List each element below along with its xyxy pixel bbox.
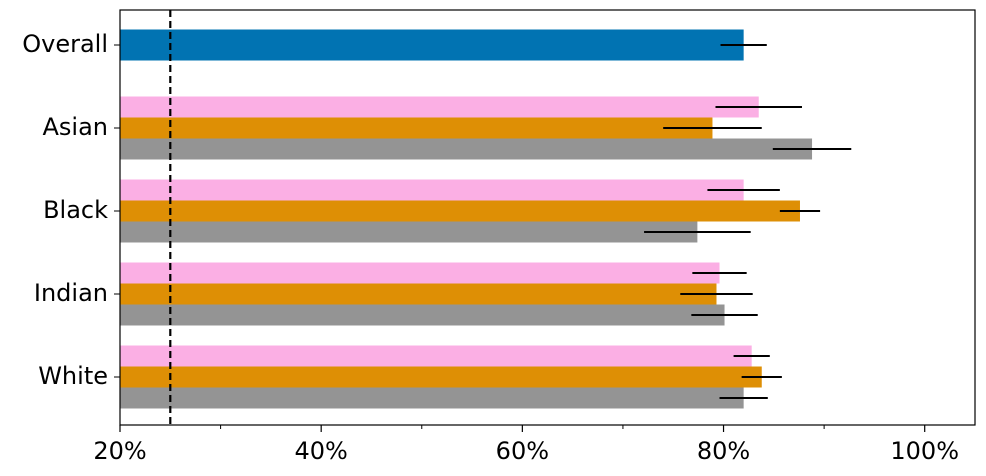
bar — [120, 179, 744, 201]
y-tick-label: Asian — [42, 113, 108, 141]
y-tick-label: Indian — [34, 279, 108, 307]
bar — [120, 117, 713, 139]
bar — [120, 304, 725, 326]
bar — [120, 366, 762, 388]
bar — [120, 221, 698, 243]
y-tick-label: White — [38, 362, 108, 390]
y-tick-label: Black — [43, 196, 108, 224]
x-tick-label: 60% — [496, 437, 549, 465]
plot-frame — [119, 9, 976, 426]
y-tick-label: Overall — [22, 30, 108, 58]
bar — [120, 387, 744, 409]
bar — [120, 200, 800, 222]
x-tick-label: 20% — [93, 437, 146, 465]
bar — [120, 29, 744, 61]
bar — [120, 283, 717, 305]
x-tick-label: 40% — [295, 437, 348, 465]
x-tick-label: 80% — [697, 437, 750, 465]
bar — [120, 138, 813, 160]
bar — [120, 345, 752, 367]
bar — [120, 262, 720, 284]
bar — [120, 96, 759, 118]
x-tick-label: 100% — [890, 437, 959, 465]
